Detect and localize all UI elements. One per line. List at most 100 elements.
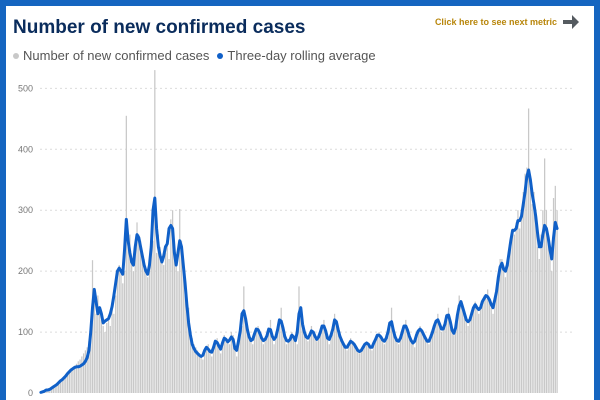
case-bar: [328, 344, 330, 393]
case-bar: [472, 307, 475, 393]
case-bar: [390, 307, 393, 393]
case-bar: [303, 332, 305, 393]
gridlines: [40, 87, 574, 333]
case-bar: [463, 313, 466, 393]
case-bar: [389, 325, 391, 393]
case-bar: [216, 338, 218, 393]
case-bar: [533, 191, 535, 393]
case-bar: [348, 344, 350, 393]
case-bar: [552, 198, 555, 393]
case-bar: [511, 228, 514, 393]
case-bar: [355, 347, 357, 393]
case-bar: [323, 319, 325, 393]
case-bar: [385, 338, 387, 393]
case-bar: [487, 289, 489, 393]
case-bar: [70, 369, 72, 393]
case-bar: [227, 341, 229, 393]
case-bar: [95, 313, 97, 393]
case-bar: [65, 375, 67, 393]
case-bar: [212, 350, 215, 393]
case-bar: [371, 350, 373, 393]
case-bar: [333, 313, 336, 393]
case-bar: [191, 338, 193, 393]
case-bar: [88, 341, 90, 393]
case-bar: [159, 246, 161, 393]
case-bar: [77, 361, 79, 393]
y-tick-label: 400: [18, 144, 33, 154]
case-bar: [82, 353, 85, 393]
case-bar: [179, 209, 181, 393]
case-bar: [228, 344, 231, 393]
case-bar: [321, 325, 323, 393]
case-bar: [171, 210, 174, 393]
case-bar: [214, 341, 216, 393]
case-bar: [68, 371, 70, 393]
case-bar: [111, 301, 113, 393]
case-bar: [316, 341, 318, 393]
case-bar: [120, 271, 122, 393]
case-bar: [287, 341, 289, 393]
case-bar: [317, 338, 320, 393]
case-bar: [175, 258, 177, 393]
case-bar: [223, 335, 225, 393]
case-bar: [398, 344, 400, 393]
case-bar: [161, 258, 163, 393]
case-bar: [442, 329, 444, 393]
case-bar: [246, 332, 248, 393]
case-bar: [527, 108, 530, 393]
case-bar: [50, 388, 53, 393]
case-bar: [252, 344, 254, 393]
case-bar: [342, 344, 345, 393]
case-bar: [220, 353, 222, 393]
case-bar: [451, 332, 453, 393]
case-bar: [353, 344, 355, 393]
case-bar: [139, 240, 142, 393]
case-bar: [426, 341, 428, 393]
case-bar: [446, 313, 448, 393]
case-bar: [122, 283, 124, 393]
case-bar: [540, 234, 542, 393]
case-bar: [414, 347, 416, 393]
case-bar: [536, 246, 539, 393]
case-bar: [269, 319, 272, 393]
case-bar: [136, 222, 138, 393]
legend-label-line: Three-day rolling average: [227, 48, 376, 63]
case-bar: [127, 246, 129, 393]
case-bar: [285, 344, 288, 393]
case-bar: [59, 380, 62, 393]
case-bar: [300, 313, 302, 393]
case-bar: [195, 347, 197, 393]
case-bar: [549, 252, 551, 393]
legend-dot-line: [217, 52, 224, 59]
case-bar: [86, 347, 88, 393]
case-bar: [346, 350, 348, 393]
arrow-right-icon: [563, 15, 579, 29]
case-bar: [123, 271, 126, 393]
case-bar: [408, 338, 410, 393]
case-bar: [264, 341, 266, 393]
case-bar: [280, 307, 282, 393]
case-bar: [513, 234, 515, 393]
case-bar: [243, 286, 245, 393]
case-bar: [367, 344, 370, 393]
case-bar: [56, 384, 58, 393]
case-bar: [469, 319, 471, 393]
next-metric-button[interactable]: Click here to see next metric: [435, 14, 580, 30]
case-bar: [99, 307, 101, 393]
case-bar: [360, 350, 362, 393]
chart-panel: Number of new confirmed cases Click here…: [6, 6, 594, 400]
y-tick-label: 100: [18, 327, 33, 337]
case-bar: [260, 338, 263, 393]
case-bar: [182, 271, 184, 393]
case-bar: [79, 359, 81, 393]
case-bar: [63, 377, 65, 393]
case-bar: [168, 258, 170, 393]
case-bar: [325, 332, 327, 393]
case-bar: [234, 350, 236, 393]
case-bar: [467, 325, 469, 393]
case-bar: [494, 301, 496, 393]
case-bar: [479, 307, 482, 393]
case-bar: [373, 344, 375, 393]
case-bar: [462, 307, 464, 393]
case-bar: [109, 325, 111, 393]
